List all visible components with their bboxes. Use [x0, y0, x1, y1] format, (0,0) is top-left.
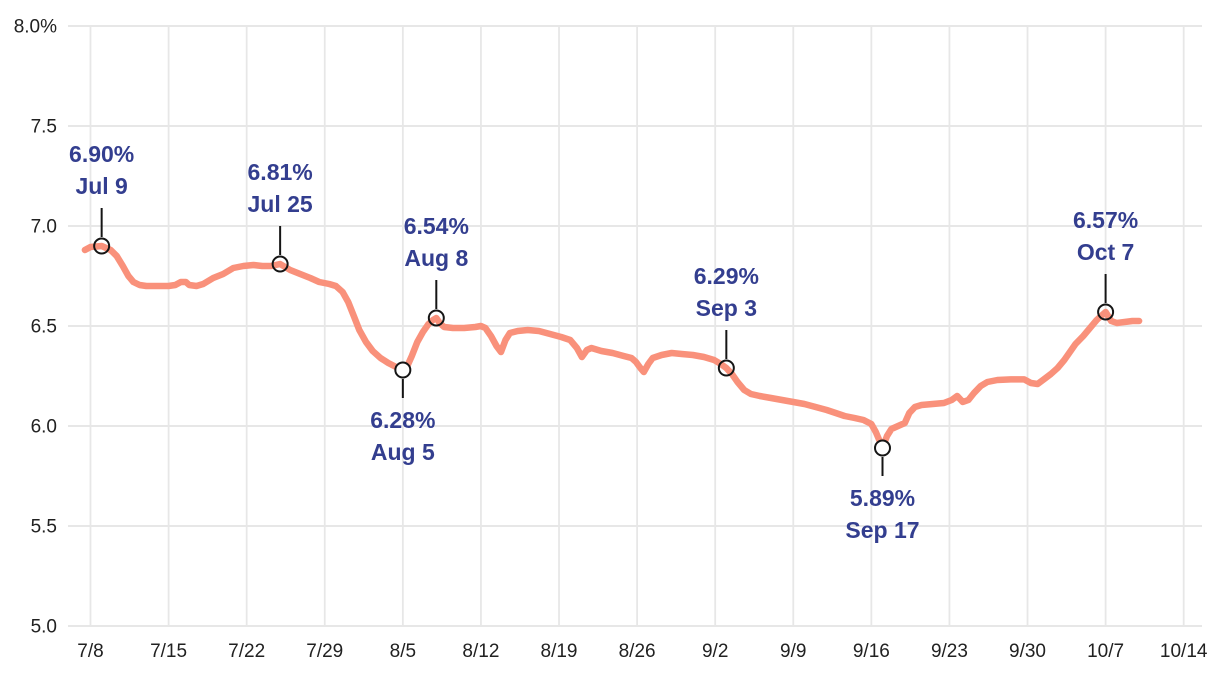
annotation-value-label: 6.90% — [69, 141, 134, 167]
data-point-marker — [874, 439, 892, 457]
x-axis-tick-label: 9/23 — [931, 641, 968, 662]
x-axis-tick-label: 7/8 — [77, 641, 103, 662]
annotation-date-label: Aug 5 — [371, 439, 435, 465]
annotation-value-label: 6.57% — [1073, 207, 1138, 233]
y-axis-tick-label: 5.5 — [31, 517, 57, 538]
x-axis-tick-label: 10/7 — [1087, 641, 1124, 662]
x-axis-tick-label: 7/29 — [306, 641, 343, 662]
annotation-date-label: Jul 9 — [75, 173, 127, 199]
annotation-value-label: 6.54% — [404, 213, 469, 239]
y-axis-tick-label: 7.0 — [31, 217, 57, 238]
y-axis-tick-label: 5.0 — [31, 617, 57, 638]
rate-line-series — [81, 242, 1143, 452]
annotation-date-label: Sep 17 — [845, 517, 919, 543]
x-axis-tick-label: 9/16 — [853, 641, 890, 662]
data-point-marker — [1097, 303, 1115, 321]
data-point-marker — [427, 309, 445, 327]
annotation-date-label: Jul 25 — [248, 191, 313, 217]
x-axis-tick-label: 7/22 — [228, 641, 265, 662]
x-axis-tick-label: 9/30 — [1009, 641, 1046, 662]
x-axis-tick-label: 10/14 — [1160, 641, 1208, 662]
x-axis-tick-label: 7/15 — [150, 641, 187, 662]
y-axis-tick-label: 6.5 — [31, 317, 57, 338]
annotation-date-label: Oct 7 — [1077, 239, 1135, 265]
data-point-marker — [717, 359, 735, 377]
annotation-date-label: Aug 8 — [404, 245, 468, 271]
x-axis-tick-label: 8/26 — [619, 641, 656, 662]
data-point-marker — [93, 237, 111, 255]
annotation-value-label: 6.28% — [370, 407, 435, 433]
y-axis-tick-label: 6.0 — [31, 417, 57, 438]
data-point-marker — [394, 361, 412, 379]
x-axis-tick-label: 8/19 — [541, 641, 578, 662]
annotation-value-label: 5.89% — [850, 485, 915, 511]
annotation-date-label: Sep 3 — [696, 295, 757, 321]
annotation-value-label: 6.29% — [694, 263, 759, 289]
x-axis-tick-label: 8/5 — [390, 641, 416, 662]
x-axis-tick-label: 9/2 — [702, 641, 728, 662]
x-axis-tick-label: 9/9 — [780, 641, 806, 662]
x-axis-tick-label: 8/12 — [462, 641, 499, 662]
y-axis-tick-label: 7.5 — [31, 117, 57, 138]
data-point-marker — [271, 255, 289, 273]
y-axis-tick-label: 8.0% — [14, 17, 57, 38]
annotation-value-label: 6.81% — [248, 159, 313, 185]
